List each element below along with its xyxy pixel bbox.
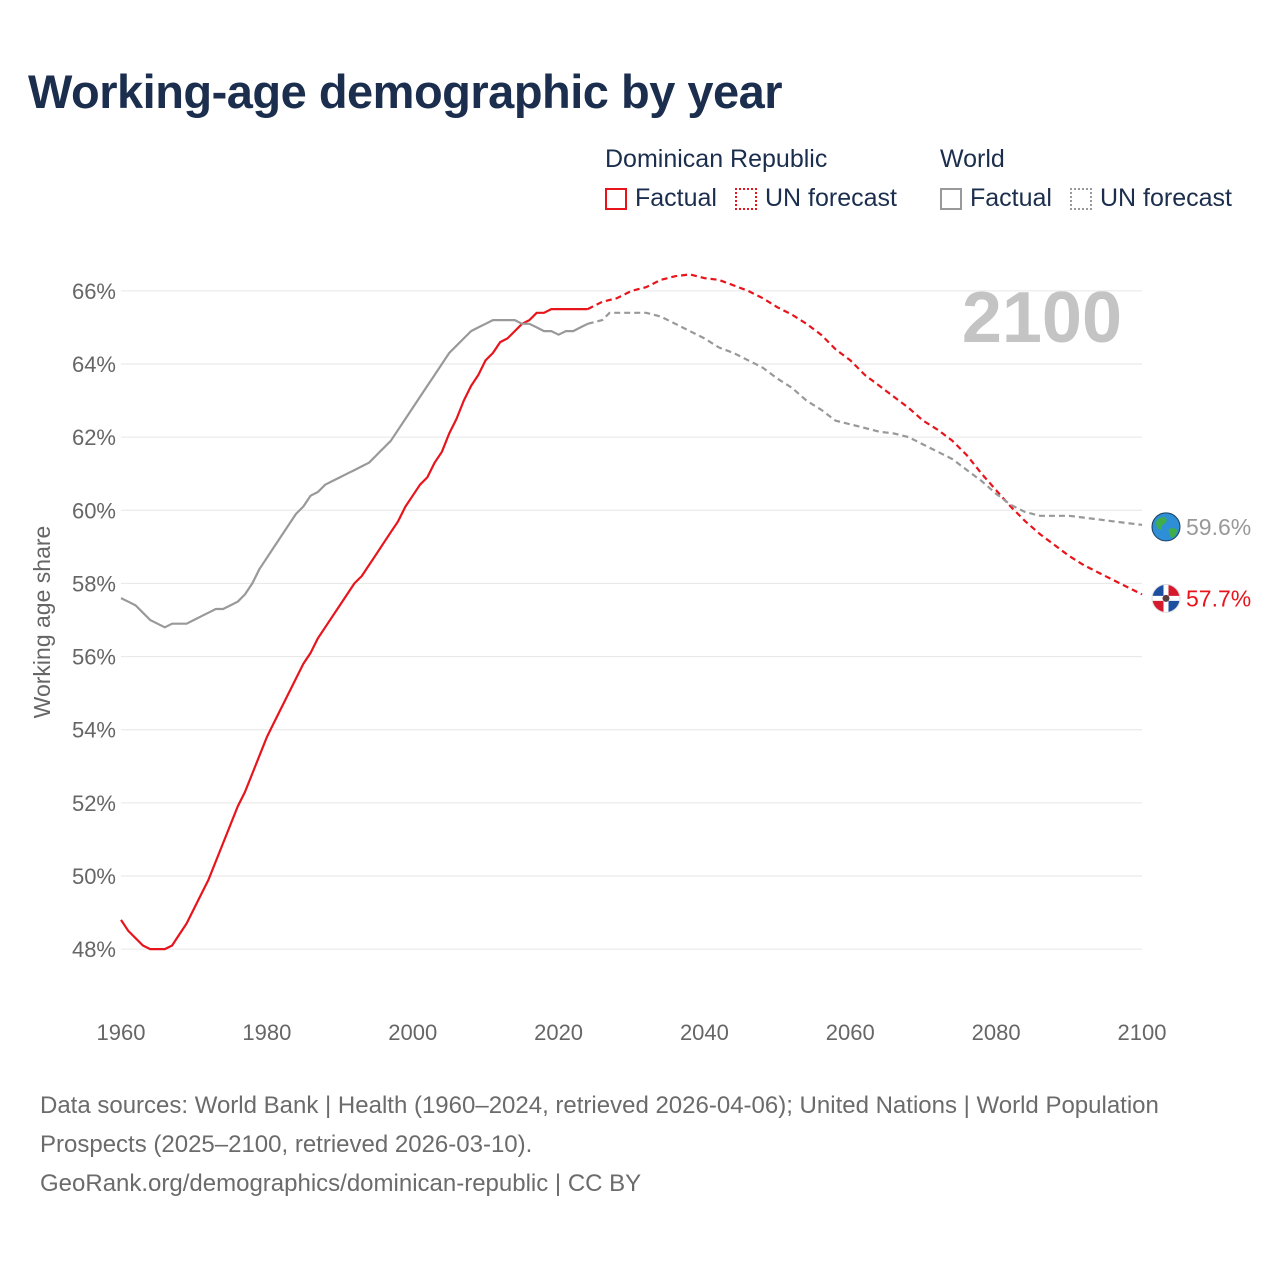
y-tick-label: 64%	[72, 352, 116, 377]
flag-emblem	[1162, 594, 1170, 602]
x-tick-label: 2100	[1118, 1020, 1167, 1045]
legend-swatch-dotted	[1069, 187, 1092, 210]
legend-item-dominican-factual[interactable]: Factual	[605, 184, 717, 213]
legend-label: UN forecast	[1099, 184, 1232, 212]
y-tick-label: 66%	[72, 279, 116, 304]
x-tick-label: 2040	[680, 1020, 729, 1045]
globe-icon	[1151, 512, 1181, 542]
x-tick-label: 2080	[972, 1020, 1021, 1045]
year-watermark: 2100	[962, 278, 1122, 358]
y-tick-label: 62%	[72, 425, 116, 450]
legend-label: Factual	[635, 184, 717, 212]
end-value-label: 59.6%	[1186, 514, 1251, 540]
x-tick-label: 2000	[388, 1020, 437, 1045]
chart-title: Working-age demographic by year	[28, 65, 783, 118]
attribution-text: GeoRank.org/demographics/dominican-repub…	[40, 1170, 642, 1197]
series-line-dominican-republic-factual	[120, 308, 588, 951]
footer: Data sources: World Bank | Health (1960–…	[40, 1086, 1240, 1203]
series-line-world-factual	[120, 319, 589, 629]
legend-group-dominican-republic: Dominican Republic Factual UN forecast	[605, 142, 897, 213]
y-tick-label: 56%	[72, 645, 116, 670]
legend-group-title: World	[940, 145, 1005, 173]
legend-swatch-solid	[940, 187, 962, 210]
legend-item-world-factual[interactable]: Factual	[940, 184, 1052, 213]
legend-item-world-forecast[interactable]: UN forecast	[1069, 184, 1232, 213]
end-value-label: 57.7%	[1186, 585, 1251, 611]
globe-land-shape	[1168, 528, 1177, 538]
y-tick-label: 54%	[72, 718, 116, 743]
legend-swatch-dotted	[734, 187, 757, 210]
legend-label: UN forecast	[764, 184, 897, 212]
legend-swatch-solid	[605, 187, 627, 210]
flag-quadrant-blue	[1152, 584, 1166, 599]
flag-quadrant-red	[1168, 584, 1180, 596]
x-tick-label: 1980	[242, 1020, 291, 1045]
data-sources-text: Data sources: World Bank | Health (1960–…	[40, 1092, 1159, 1158]
series-line-dominican-republic-un-forecast	[587, 273, 1143, 596]
y-tick-label: 50%	[72, 864, 116, 889]
x-tick-label: 2020	[534, 1020, 583, 1045]
legend-group-world: World Factual UN forecast	[940, 142, 1232, 213]
globe-land-shape	[1156, 517, 1167, 530]
legend-item-dominican-forecast[interactable]: UN forecast	[734, 184, 897, 213]
legend-group-title: Dominican Republic	[605, 145, 828, 173]
flag-quadrant-red	[1152, 600, 1164, 613]
series-line-world-un-forecast	[587, 311, 1143, 526]
y-tick-label: 48%	[72, 937, 116, 962]
line-chart: 2100 48% 50% 52% 54% 56% 58% 60% 62% 64% 66% 1960 19…	[29, 273, 1251, 1045]
y-tick-label: 52%	[72, 791, 116, 816]
flag-quadrant-blue	[1168, 600, 1180, 613]
x-tick-label: 2060	[826, 1020, 875, 1045]
y-axis-label: Working age share	[29, 526, 55, 719]
y-tick-label: 60%	[72, 498, 116, 523]
y-tick-label: 58%	[72, 571, 116, 596]
flag-border	[1151, 583, 1181, 613]
legend-label: Factual	[970, 184, 1052, 212]
x-tick-label: 1960	[97, 1020, 146, 1045]
